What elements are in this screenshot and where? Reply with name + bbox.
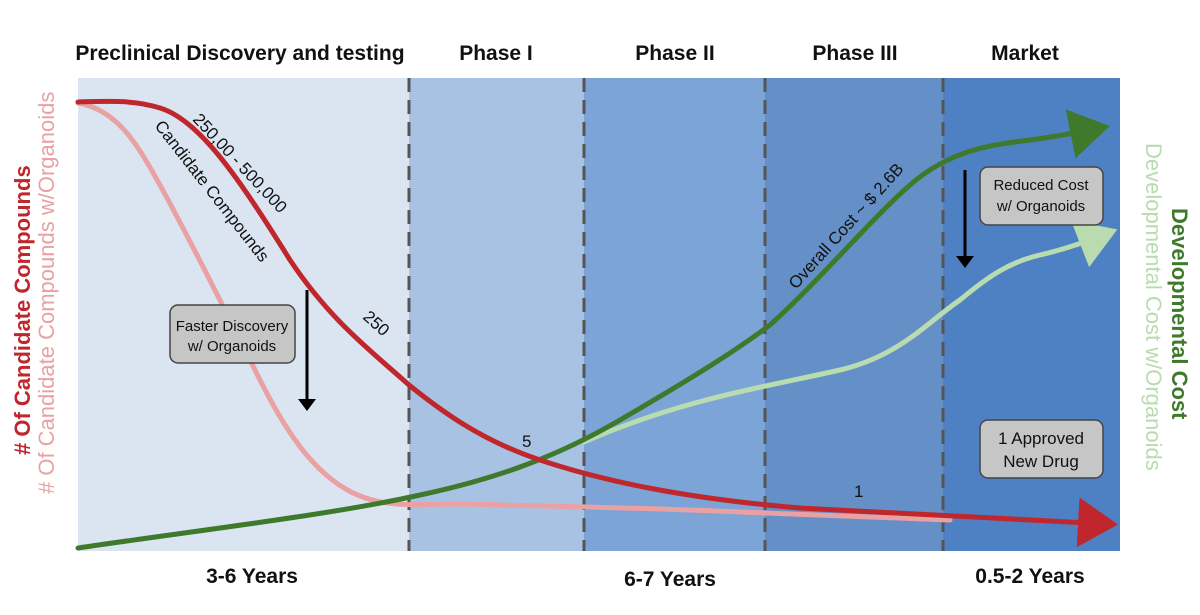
band-phase-1: [409, 78, 584, 551]
phase-headings: Preclinical Discovery and testing Phase …: [75, 42, 1058, 65]
heading-preclinical: Preclinical Discovery and testing: [75, 42, 404, 65]
band-phase-3: [765, 78, 943, 551]
faster-discovery-box: [169, 304, 296, 364]
faster-discovery-callout: Faster Discovery w/ Organoids: [169, 304, 296, 364]
reduced-cost-line1: Reduced Cost: [993, 177, 1089, 194]
approved-drug-callout: 1 Approved New Drug: [979, 419, 1104, 479]
left-axis-title-primary: # Of Candidate Compounds: [10, 165, 35, 455]
approved-drug-box: [979, 419, 1104, 479]
duration-market: 0.5-2 Years: [975, 565, 1084, 588]
right-axis-title-primary: Developmental Cost: [1167, 208, 1192, 420]
count-1-label: 1: [854, 482, 863, 501]
left-axis-title-secondary: # Of Candidate Compounds w/Organoids: [34, 92, 59, 494]
faster-discovery-line1: Faster Discovery: [176, 318, 289, 335]
candidates-curve: [75, 98, 1118, 548]
duration-preclinical: 3-6 Years: [206, 565, 298, 588]
duration-clinical: 6-7 Years: [624, 568, 716, 591]
approved-drug-line2: New Drug: [1003, 452, 1079, 471]
candidates-organoids-curve: [75, 100, 953, 523]
band-phase-2: [584, 78, 765, 551]
heading-market: Market: [991, 42, 1059, 65]
right-axis-title-secondary: Developmental Cost w/Organoids: [1141, 143, 1166, 471]
heading-phase-3: Phase III: [812, 42, 897, 65]
cost-organoids-curve: [581, 220, 1118, 445]
phase-dividers: [407, 78, 945, 551]
duration-labels: 3-6 Years 6-7 Years 0.5-2 Years: [206, 565, 1085, 591]
reduced-cost-callout: Reduced Cost w/ Organoids: [979, 166, 1104, 226]
approved-drug-line1: 1 Approved: [998, 429, 1084, 448]
count-5-label: 5: [522, 432, 531, 451]
faster-discovery-line2: w/ Organoids: [187, 338, 276, 355]
reduced-cost-box: [979, 166, 1104, 226]
heading-phase-2: Phase II: [635, 42, 714, 65]
cost-curve: [75, 109, 1110, 551]
heading-phase-1: Phase I: [459, 42, 533, 65]
reduced-cost-line2: w/ Organoids: [996, 198, 1085, 215]
